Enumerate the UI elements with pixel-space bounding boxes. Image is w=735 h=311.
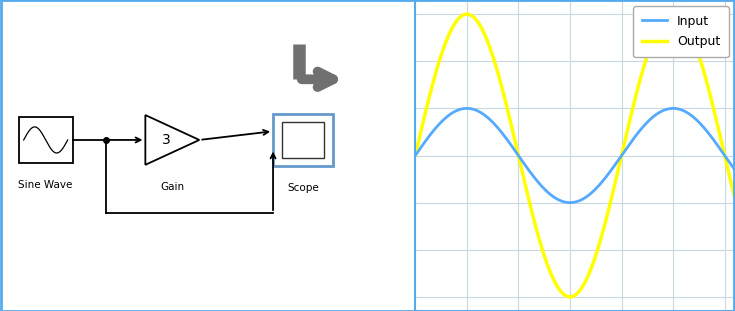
Input — [411, 154, 420, 157]
Input — [661, 108, 670, 112]
Bar — [18, 117, 73, 163]
Text: 3: 3 — [162, 133, 171, 147]
Input — [443, 114, 452, 118]
Text: Sine Wave: Sine Wave — [18, 180, 73, 190]
Output — [462, 12, 471, 16]
Text: Scope: Scope — [287, 183, 319, 193]
Line: Input: Input — [415, 108, 735, 203]
Input — [462, 106, 471, 110]
Polygon shape — [146, 115, 199, 165]
Text: Gain: Gain — [160, 182, 184, 192]
Output — [540, 256, 549, 259]
Output — [565, 295, 574, 299]
Output — [552, 283, 561, 287]
Input — [552, 197, 561, 201]
Bar — [282, 122, 324, 158]
Input — [667, 107, 675, 110]
Legend: Input, Output: Input, Output — [633, 6, 728, 57]
Line: Output: Output — [415, 14, 735, 297]
Output — [667, 12, 675, 16]
Input — [540, 188, 549, 191]
Output — [443, 35, 452, 39]
Output — [661, 16, 670, 20]
Output — [731, 197, 735, 201]
Input — [565, 201, 574, 205]
Output — [631, 95, 640, 99]
Bar — [273, 114, 333, 166]
Input — [631, 134, 640, 138]
Input — [731, 168, 735, 172]
Output — [411, 154, 420, 157]
